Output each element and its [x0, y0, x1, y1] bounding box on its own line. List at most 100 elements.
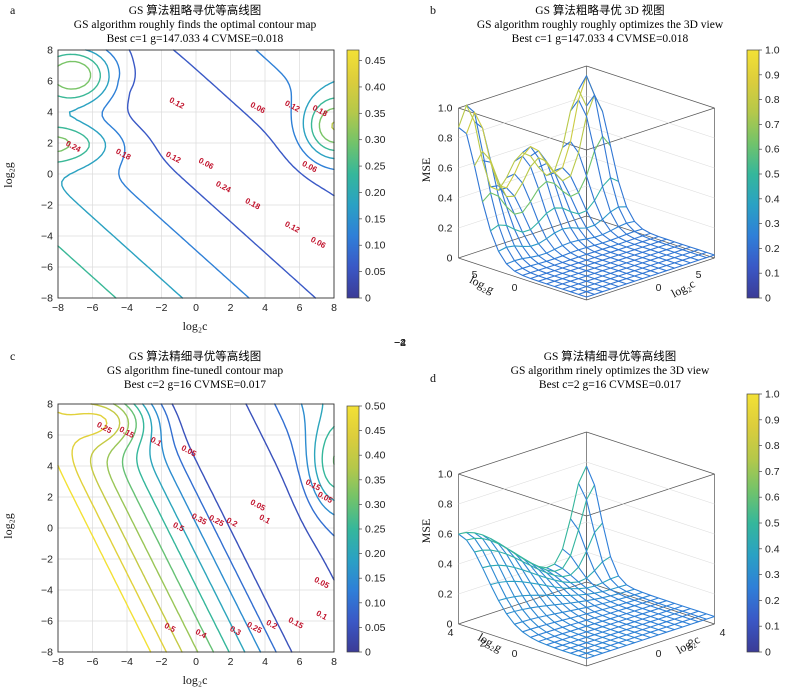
colorbar-tick-label: 0.1	[765, 621, 780, 633]
g-tick-label: −5	[394, 0, 406, 3]
grid-line-z	[586, 521, 715, 565]
contour-line	[133, 403, 335, 653]
y-tick-label: −8	[41, 647, 53, 659]
grid-line-z	[458, 155, 587, 199]
colorbar-tick-label: 0.05	[365, 266, 386, 278]
y-tick-label: 8	[47, 45, 53, 57]
colorbar-tick-label: 0.1	[765, 268, 780, 280]
colorbar-tick-label: 0.45	[365, 425, 386, 437]
surface-mesh-line	[457, 88, 587, 191]
colorbar-tick-label: 0.20	[365, 187, 386, 199]
colorbar-tick-label: 0.35	[365, 108, 386, 120]
colorbar-tick-label: 0.6	[765, 144, 780, 156]
colorbar-tick-label: 0.25	[365, 161, 386, 173]
y-tick-label: 0	[47, 523, 53, 535]
surface-mesh-line	[458, 465, 587, 569]
x-tick-label: −8	[52, 656, 64, 668]
g-tick-label: 4	[448, 627, 454, 639]
x-tick-label: −2	[156, 656, 168, 668]
g-tick-label: −4	[394, 337, 406, 349]
panel-d-zlabel: MSE	[419, 519, 433, 544]
contour-line	[89, 403, 183, 653]
z-tick-label: 0.4	[438, 193, 453, 205]
colorbar-tick-label: 0	[765, 647, 771, 659]
plot-frame	[57, 49, 335, 299]
surface-mesh-line	[482, 556, 611, 584]
panel-b: b GS 算法粗略寻优 3D 视图 GS algorithm roughly r…	[394, 0, 800, 345]
colorbar-tick-label: 0.45	[365, 55, 386, 67]
colorbar-tick-label: 1.0	[765, 45, 780, 57]
x-tick-label: 2	[228, 656, 234, 668]
surface-mesh-line	[538, 162, 667, 272]
surface-mesh-line	[578, 483, 707, 620]
axis-box-edge	[458, 215, 587, 259]
panel-c-title-2: GS algorithm fine-tunedl contour map	[107, 365, 284, 377]
surface-mesh-line	[506, 588, 635, 615]
g-tick-label: 0	[512, 648, 518, 660]
axis-box-edge	[586, 623, 715, 667]
c-tick-label: 2	[688, 638, 694, 650]
grid-line-z	[586, 95, 715, 139]
axis-box-edge	[586, 107, 715, 151]
colorbar-tick-label: 0.25	[365, 524, 386, 536]
contour-line	[101, 49, 335, 299]
grid-line-z	[586, 155, 715, 199]
surface-mesh-line	[514, 591, 643, 625]
x-tick-label: −4	[121, 656, 133, 668]
x-tick-label: 0	[193, 656, 199, 668]
panel-a-ylabel: log₂g	[1, 162, 15, 188]
x-tick-label: 6	[297, 656, 303, 668]
colorbar-tick-label: 0.4	[765, 543, 780, 555]
surface-mesh-line	[474, 93, 603, 198]
surface-mesh-line	[546, 567, 675, 631]
colorbar-gradient	[746, 49, 760, 299]
grid-line-z	[458, 551, 587, 595]
surface-mesh-line	[530, 150, 659, 274]
axis-box-edge	[458, 431, 587, 475]
surface-mesh-line	[514, 228, 643, 272]
axis-box-edge	[458, 473, 587, 517]
surface-mesh-line	[465, 74, 596, 189]
z-tick-label: 0.4	[438, 559, 453, 571]
grid-line-z	[458, 125, 587, 169]
colorbar-tick-label: 0.5	[765, 169, 780, 181]
colorbar-tick-label: 0.15	[365, 213, 386, 225]
panel-a-title-3: Best c=1 g=147.033 4 CVMSE=0.018	[107, 33, 284, 45]
surface-mesh-line	[562, 548, 691, 625]
colorbar-b: 0 0.1 0.2 0.3 0.4 0.5 0.6 0.7 0.8 0.9 1.0	[746, 45, 780, 305]
c-tick-label: 0	[656, 282, 662, 294]
colorbar-tick-label: 0.6	[765, 492, 780, 504]
colorbar-tick-label: 0.35	[365, 474, 386, 486]
grid-line-z	[458, 95, 587, 139]
panel-c-ylabel: log₂g	[1, 513, 15, 539]
colorbar-tick-label: 0.20	[365, 548, 386, 560]
contour-line	[171, 403, 335, 653]
colorbar-tick-label: 0.2	[765, 595, 780, 607]
colorbar-tick-label: 0.05	[365, 622, 386, 634]
c-tick-label: −4	[394, 337, 406, 349]
axis-box-edge	[586, 581, 715, 625]
axis-box-edge	[586, 473, 715, 517]
y-tick-label: 4	[47, 461, 53, 473]
surface-mesh-line	[570, 98, 699, 261]
z-tick-label: 1.0	[438, 469, 453, 481]
axis-box-edge	[586, 65, 715, 109]
grid-line-z	[458, 491, 587, 535]
surface-mesh-line	[482, 135, 611, 215]
panel-letter-c: c	[10, 349, 15, 363]
surface-mesh-line	[498, 206, 627, 252]
panel-letter-b: b	[430, 3, 436, 17]
axis-box-edge	[586, 257, 715, 301]
panel-d-ylabel: log₂g	[475, 630, 504, 655]
x-tick-label: 6	[297, 302, 303, 314]
x-tick-label: −4	[121, 302, 133, 314]
colorbar-tick-label: 0.9	[765, 414, 780, 426]
y-tick-label: −6	[41, 262, 53, 274]
grid-line-z	[458, 521, 587, 565]
panel-d-title-1: GS 算法精细寻优等高线图	[544, 349, 677, 363]
c-tick-label: 0	[656, 648, 662, 660]
panel-b-title-2: GS algorithm roughly roughly optimizes t…	[477, 19, 724, 31]
x-tick-label: 4	[262, 656, 268, 668]
panel-letter-d: d	[430, 371, 436, 385]
